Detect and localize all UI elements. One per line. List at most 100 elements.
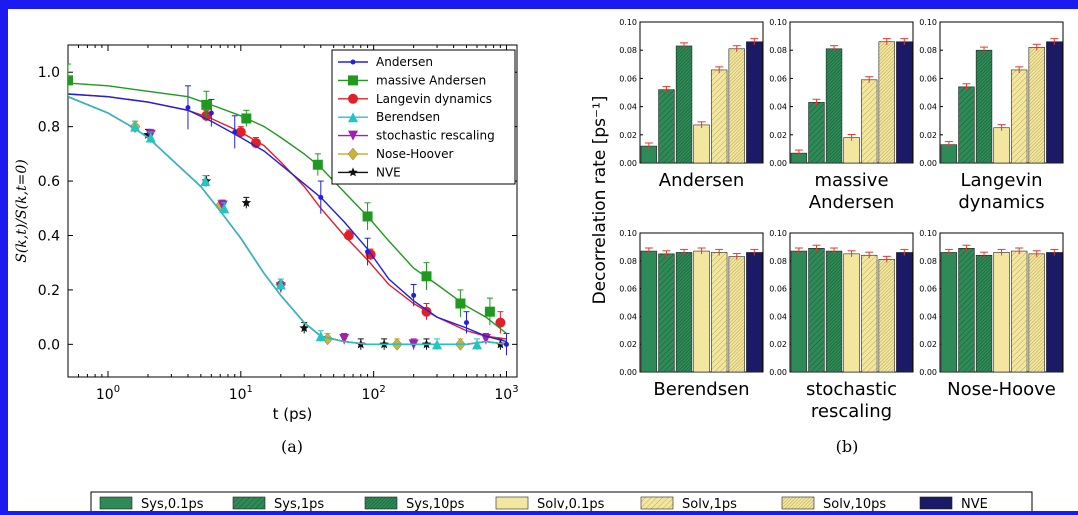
y-tick-label: 0.06: [619, 74, 637, 83]
data-point: [343, 230, 354, 241]
data-point: [145, 132, 156, 143]
data-point: [503, 341, 509, 347]
legend-swatch: [781, 496, 815, 510]
bar-solv-1ps: [860, 79, 878, 164]
bar-sys-10ps: [675, 252, 693, 373]
bar-sys-10ps: [825, 250, 843, 373]
data-point: [362, 211, 373, 222]
y-tick-label: 0.00: [919, 368, 937, 377]
data-point: [130, 121, 141, 132]
data-point: [241, 113, 252, 124]
legend-label: massive Andersen: [376, 73, 486, 87]
data-point: [235, 127, 246, 138]
y-tick-label: 0.04: [769, 103, 787, 112]
data-point: [68, 75, 73, 86]
y-tick-label: 0.08: [619, 46, 637, 55]
data-point: [219, 203, 230, 214]
series-andersen: [68, 85, 510, 356]
bar-sys-1ps: [808, 247, 825, 373]
bar-solv-0-1ps: [993, 252, 1010, 373]
y-tick-label: 0.00: [769, 368, 787, 377]
legend-label: Langevin dynamics: [376, 92, 492, 106]
bar-nve: [1046, 252, 1063, 373]
y-tick-label: 0.4: [38, 228, 60, 244]
panel-b-bar-charts: 0.00 0.02 0.04 0.06 0.08 0.10 Andersen 0.00 0.02…: [590, 18, 1064, 456]
subplot-title: Andersen: [809, 192, 894, 213]
legend-label: Sys,1ps: [274, 497, 324, 512]
data-point: [495, 317, 506, 328]
y-tick-label: 0.02: [769, 340, 787, 349]
bar-solv-0-1ps: [843, 253, 860, 373]
y-tick-label: 0.0: [38, 337, 60, 353]
y-tick-label: 0.02: [619, 340, 637, 349]
legend-label: Sys,10ps: [406, 497, 465, 512]
subplot-title: massive: [814, 170, 888, 191]
legend-label: Solv,1ps: [682, 497, 737, 512]
y-tick-label: 0.04: [619, 312, 637, 321]
bar-sys-1ps: [808, 102, 825, 164]
y-tick-label: 0.06: [919, 285, 937, 294]
legend-label: Solv,10ps: [823, 497, 886, 512]
legend-label: stochastic rescaling: [376, 129, 495, 143]
bar-sys-10ps: [975, 49, 993, 164]
data-point: [299, 323, 309, 333]
legend-label: Andersen: [376, 55, 433, 69]
legend-marker: [348, 75, 358, 86]
y-tick-label: 0.6: [38, 174, 60, 190]
data-point: [484, 306, 495, 317]
y-tick-label: 0.08: [769, 46, 787, 55]
legend-label: Solv,0.1ps: [537, 497, 605, 512]
legend-label: Berendsen: [376, 110, 440, 124]
data-point: [365, 249, 371, 255]
bar-nve: [746, 41, 763, 164]
bar-y-axis-label: Decorrelation rate [ps⁻¹]: [590, 96, 610, 305]
subplot-title: Andersen: [659, 170, 744, 191]
bar-sys-1ps: [658, 253, 675, 373]
bar-solv-1ps: [710, 69, 728, 164]
panel-label-b: (b): [836, 437, 859, 456]
y-tick-label: 0.10: [619, 18, 637, 27]
bar-subplot-1: 0.00 0.02 0.04 0.06 0.08 0.10 Andersen: [619, 18, 764, 191]
bar-sys-10ps: [675, 45, 693, 164]
y-tick-label: 0.02: [769, 131, 787, 140]
data-point: [463, 320, 469, 326]
bar-solv-1ps: [710, 252, 728, 373]
legend-marker: [350, 59, 356, 65]
bar-solv-0-1ps: [843, 137, 860, 164]
bar-solv-10ps: [1028, 253, 1045, 373]
y-tick-label: 0.04: [919, 312, 937, 321]
y-tick-label: 0.02: [919, 340, 937, 349]
bar-sys-10ps: [975, 254, 993, 373]
y-tick-label: 1.0: [38, 65, 60, 81]
bar-subplot-5: 0.00 0.02 0.04 0.06 0.08 0.10 stochasticrescal…: [769, 229, 914, 422]
legend-marker: [347, 147, 359, 161]
bar-sys-1ps: [958, 247, 975, 373]
y-tick-label: 0.00: [769, 159, 787, 168]
legend-swatch: [99, 496, 133, 510]
series-berendsen: [68, 96, 507, 350]
y-tick-label: 0.08: [919, 46, 937, 55]
bar-solv-0-1ps: [693, 250, 710, 373]
bar-solv-1ps: [860, 254, 878, 373]
y-tick-label: 0.06: [919, 74, 937, 83]
data-point: [421, 271, 432, 282]
data-point: [432, 339, 443, 350]
bar-sys-0-1ps: [790, 250, 808, 373]
legend-swatch: [495, 496, 529, 510]
data-point: [315, 331, 326, 342]
series-massive-andersen: [68, 63, 507, 335]
subplot-title: Nose-Hoove: [947, 379, 1056, 400]
y-tick-label: 0.10: [919, 18, 937, 27]
y-tick-label: 0.10: [619, 229, 637, 238]
y-tick-label: 0.10: [919, 229, 937, 238]
data-point: [472, 339, 483, 350]
legend-marker: [348, 112, 358, 123]
series-line: [68, 82, 507, 335]
x-axis-label: t (ps): [273, 405, 313, 423]
x-tick-label: 103: [494, 384, 518, 403]
legend-swatch: [364, 496, 398, 510]
y-tick-label: 0.08: [619, 257, 637, 266]
